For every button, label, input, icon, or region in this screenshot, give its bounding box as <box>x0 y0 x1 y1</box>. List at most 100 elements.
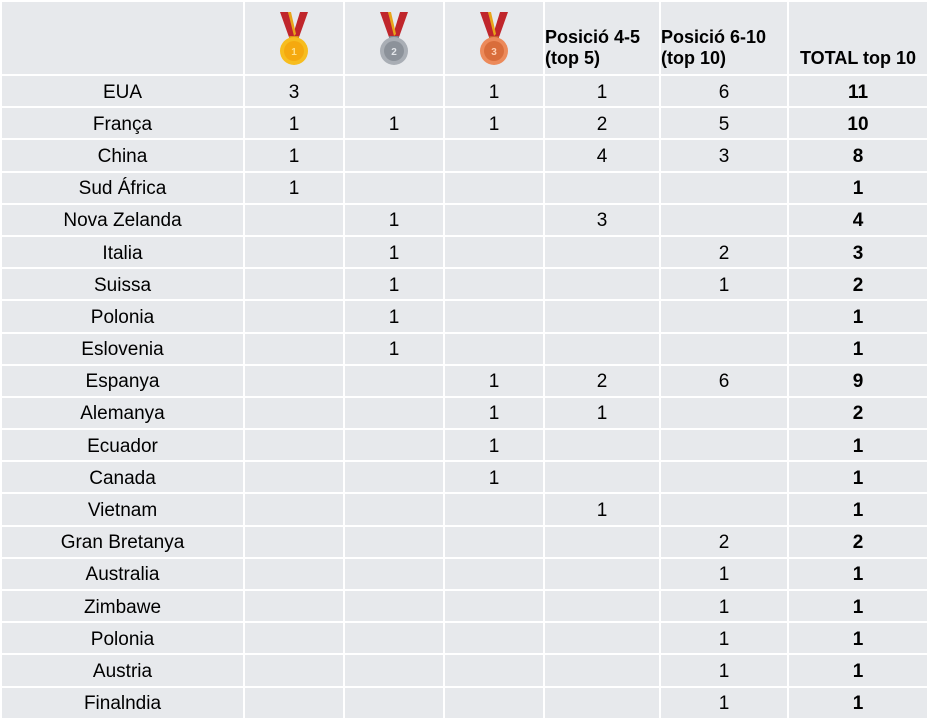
silver-count-cell <box>343 138 445 173</box>
total-count-cell: 3 <box>787 234 929 270</box>
header-total-cell: TOTAL top 10 <box>787 0 929 76</box>
header-row: 1 2 <box>0 0 929 76</box>
bronze-count-cell: 1 <box>443 106 545 141</box>
gold-count-cell: 1 <box>243 138 345 173</box>
table-row: Sud África 1 1 <box>0 170 929 205</box>
bronze-count-cell: 1 <box>443 363 545 398</box>
header-pos610-cell: Posició 6-10 (top 10) <box>659 0 789 76</box>
table-row: Australia 1 1 <box>0 556 929 592</box>
total-count-cell: 4 <box>787 202 929 237</box>
header-country-cell <box>0 0 245 76</box>
country-cell: Ecuador <box>0 428 245 463</box>
table-row: Canada 1 1 <box>0 460 929 495</box>
header-bronze-cell: 3 <box>443 0 545 76</box>
pos610-count-cell: 1 <box>659 556 789 592</box>
gold-count-cell <box>243 492 345 527</box>
country-cell: Polonia <box>0 299 245 334</box>
bronze-count-cell: 1 <box>443 428 545 463</box>
total-count-cell: 1 <box>787 460 929 495</box>
pos610-count-cell <box>659 460 789 495</box>
total-count-cell: 1 <box>787 299 929 334</box>
bronze-count-cell <box>443 492 545 527</box>
pos45-count-cell: 3 <box>543 202 661 237</box>
gold-count-cell <box>243 685 345 720</box>
pos45-count-cell: 4 <box>543 138 661 173</box>
pos45-count-cell <box>543 267 661 302</box>
table-row: Polonia 1 1 <box>0 621 929 656</box>
table-row: França 1 1 1 2 5 10 <box>0 106 929 141</box>
gold-count-cell <box>243 299 345 334</box>
country-cell: Alemanya <box>0 395 245 431</box>
gold-count-cell: 1 <box>243 106 345 141</box>
pos45-count-cell <box>543 556 661 592</box>
total-count-cell: 11 <box>787 73 929 109</box>
pos45-count-cell <box>543 234 661 270</box>
pos610-count-cell <box>659 170 789 205</box>
pos610-count-cell: 1 <box>659 588 789 624</box>
pos610-count-cell: 1 <box>659 653 789 688</box>
pos45-count-cell <box>543 653 661 688</box>
pos45-count-cell: 1 <box>543 395 661 431</box>
pos610-count-cell: 3 <box>659 138 789 173</box>
country-cell: Espanya <box>0 363 245 398</box>
silver-count-cell <box>343 492 445 527</box>
table-row: EUA 3 1 1 6 11 <box>0 73 929 109</box>
country-cell: Canada <box>0 460 245 495</box>
table-row: Vietnam 1 1 <box>0 492 929 527</box>
gold-count-cell: 1 <box>243 170 345 205</box>
bronze-count-cell <box>443 556 545 592</box>
pos610-count-cell: 6 <box>659 363 789 398</box>
pos610-count-cell: 1 <box>659 621 789 656</box>
bronze-count-cell <box>443 331 545 366</box>
gold-count-cell <box>243 363 345 398</box>
table-body: EUA 3 1 1 6 11 França 1 1 1 2 5 10 China 1 4 3 8 Sud Áfric… <box>0 73 929 720</box>
pos610-count-cell <box>659 331 789 366</box>
total-count-cell: 9 <box>787 363 929 398</box>
gold-count-cell <box>243 267 345 302</box>
header-pos45-line1: Posició 4-5 <box>545 26 641 47</box>
bronze-count-cell: 1 <box>443 395 545 431</box>
header-gold-cell: 1 <box>243 0 345 76</box>
table-row: Alemanya 1 1 2 <box>0 395 929 431</box>
silver-count-cell: 1 <box>343 267 445 302</box>
total-count-cell: 1 <box>787 170 929 205</box>
total-count-cell: 1 <box>787 621 929 656</box>
country-cell: Finalndia <box>0 685 245 720</box>
pos45-count-cell <box>543 428 661 463</box>
gold-count-cell <box>243 653 345 688</box>
bronze-count-cell <box>443 299 545 334</box>
bronze-count-cell <box>443 621 545 656</box>
silver-count-cell <box>343 556 445 592</box>
total-count-cell: 1 <box>787 588 929 624</box>
table-row: Italia 1 2 3 <box>0 234 929 270</box>
pos610-count-cell: 2 <box>659 524 789 559</box>
country-cell: Nova Zelanda <box>0 202 245 237</box>
table-row: Suissa 1 1 2 <box>0 267 929 302</box>
silver-count-cell <box>343 460 445 495</box>
header-pos45-line2: (top 5) <box>545 48 600 69</box>
gold-count-cell <box>243 234 345 270</box>
pos610-count-cell: 1 <box>659 267 789 302</box>
pos610-count-cell <box>659 492 789 527</box>
gold-count-cell <box>243 331 345 366</box>
country-cell: França <box>0 106 245 141</box>
bronze-count-cell: 1 <box>443 73 545 109</box>
gold-medal-icon: 1 <box>280 12 308 65</box>
table-row: Austria 1 1 <box>0 653 929 688</box>
total-count-cell: 1 <box>787 556 929 592</box>
svg-text:3: 3 <box>491 47 497 58</box>
bronze-medal-icon: 3 <box>480 12 508 65</box>
country-cell: Polonia <box>0 621 245 656</box>
silver-medal-icon: 2 <box>380 12 408 65</box>
header-pos610-line1: Posició 6-10 <box>661 26 767 47</box>
country-cell: EUA <box>0 73 245 109</box>
silver-count-cell: 1 <box>343 106 445 141</box>
total-count-cell: 1 <box>787 653 929 688</box>
silver-count-cell: 1 <box>343 202 445 237</box>
bronze-count-cell <box>443 267 545 302</box>
table-row: Eslovenia 1 1 <box>0 331 929 366</box>
silver-count-cell <box>343 524 445 559</box>
total-count-cell: 2 <box>787 524 929 559</box>
bronze-count-cell <box>443 234 545 270</box>
